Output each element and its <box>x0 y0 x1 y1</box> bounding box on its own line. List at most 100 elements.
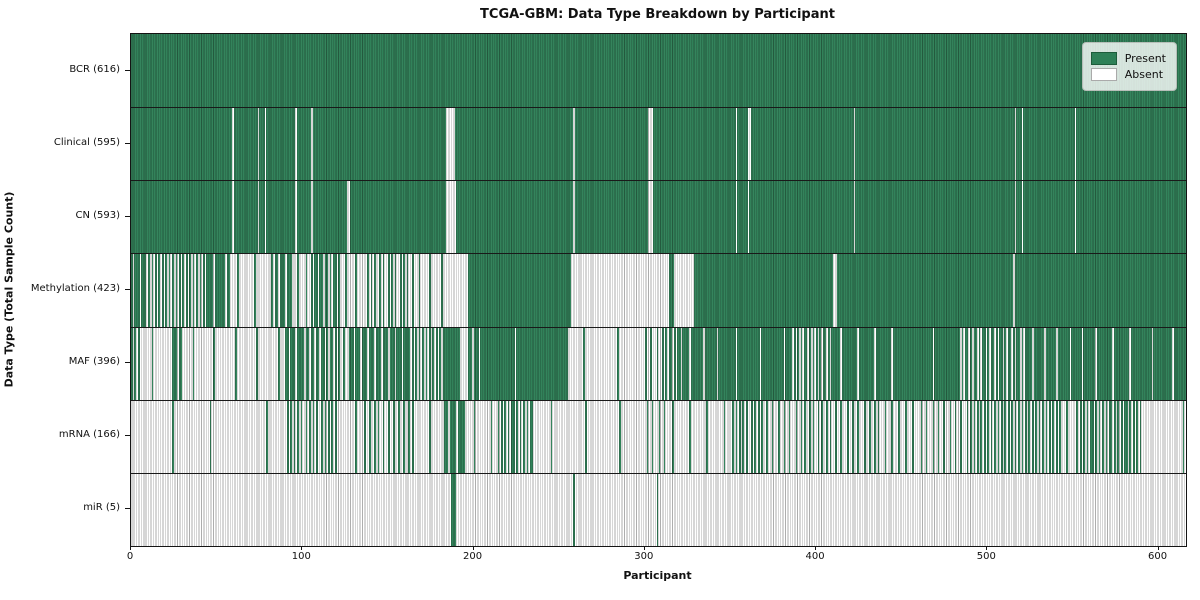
present-cells-mRNA <box>519 399 522 473</box>
present-cells-MAF <box>858 326 875 400</box>
legend-item-present: Present <box>1090 52 1166 65</box>
present-cells-mRNA <box>750 399 753 473</box>
present-cells-mRNA <box>312 399 315 473</box>
present-cells-MAF <box>995 326 998 400</box>
present-cells-mRNA <box>1021 399 1024 473</box>
present-cells-Methylation <box>151 253 154 327</box>
present-cells-mRNA <box>651 399 654 473</box>
present-cells-mRNA <box>309 399 311 473</box>
heatmap-row-CN <box>131 180 1186 254</box>
present-cells-mRNA <box>1098 399 1101 473</box>
present-cells-Methylation <box>165 253 167 327</box>
present-cells-MAF <box>285 326 289 400</box>
present-cells-mRNA <box>355 399 358 473</box>
x-tick-label: 100 <box>291 551 311 562</box>
present-cells-mRNA <box>1086 399 1089 473</box>
present-cells-mRNA <box>735 399 738 473</box>
present-cells-Clinical <box>737 107 748 181</box>
present-cells-CN <box>855 180 1015 254</box>
present-cells-MAF <box>435 326 438 400</box>
present-cells-Methylation <box>189 253 191 327</box>
plot-area: Present Absent <box>130 33 1187 547</box>
present-cells-Methylation <box>196 253 198 327</box>
present-cells-CN <box>574 180 649 254</box>
present-cells-mRNA <box>990 399 993 473</box>
present-cells-mRNA <box>905 399 907 473</box>
present-cells-Methylation <box>168 253 171 327</box>
present-cells-Methylation <box>668 253 674 327</box>
present-cells-mRNA <box>1042 399 1044 473</box>
present-cells-mRNA <box>297 399 299 473</box>
present-cells-Methylation <box>370 253 373 327</box>
present-cells-Methylation <box>440 253 443 327</box>
present-cells-Methylation <box>185 253 188 327</box>
present-cells-MAF <box>151 326 154 400</box>
present-cells-Methylation <box>379 253 382 327</box>
present-cells-CN <box>297 180 311 254</box>
present-cells-mRNA <box>1124 399 1128 473</box>
present-cells-Clinical <box>750 107 854 181</box>
present-cells-CN <box>653 180 736 254</box>
present-cells-Methylation <box>333 253 337 327</box>
present-cells-MAF <box>800 326 803 400</box>
legend-label-absent: Absent <box>1124 68 1164 81</box>
present-cells-mRNA <box>526 399 529 473</box>
present-cells-mRNA <box>646 399 649 473</box>
present-cells-Methylation <box>382 253 385 327</box>
row-separator <box>131 180 1186 182</box>
present-cells-mRNA <box>530 399 534 473</box>
present-cells-Clinical <box>1023 107 1075 181</box>
present-cells-mRNA <box>942 399 945 473</box>
present-cells-mRNA <box>584 399 587 473</box>
present-cells-Clinical <box>454 107 573 181</box>
present-cells-miR <box>656 472 659 546</box>
present-cells-mRNA <box>1090 399 1094 473</box>
present-cells-MAF <box>278 326 280 400</box>
present-cells-Methylation <box>286 253 292 327</box>
legend-label-present: Present <box>1124 52 1166 65</box>
present-cells-mRNA <box>327 399 330 473</box>
y-tick-mark <box>125 508 130 510</box>
present-cells-mRNA <box>959 399 962 473</box>
present-cells-MAF <box>934 326 960 400</box>
present-cells-Methylation <box>202 253 205 327</box>
present-cells-mRNA <box>393 399 395 473</box>
present-cells-MAF <box>804 326 808 400</box>
x-tick-label: 0 <box>126 551 134 562</box>
present-cells-MAF <box>134 326 137 400</box>
present-cells-mRNA <box>757 399 760 473</box>
x-tick-mark <box>301 546 303 550</box>
present-cells-mRNA <box>1066 399 1068 473</box>
present-cells-mRNA <box>1076 399 1079 473</box>
present-cells-mRNA <box>738 399 741 473</box>
present-cells-CN <box>233 180 258 254</box>
present-cells-mRNA <box>723 399 726 473</box>
present-cells-Clinical <box>266 107 296 181</box>
present-cells-mRNA <box>983 399 986 473</box>
present-cells-MAF <box>841 326 858 400</box>
present-cells-mRNA <box>766 399 769 473</box>
present-cells-mRNA <box>1001 399 1003 473</box>
present-cells-MAF <box>1013 326 1015 400</box>
y-tick-label: mRNA (166) <box>58 429 120 441</box>
present-cells-mRNA <box>1059 399 1061 473</box>
present-cells-Methylation <box>214 253 226 327</box>
present-cells-Methylation <box>131 253 133 327</box>
present-swatch <box>1090 52 1117 65</box>
present-cells-MAF <box>172 326 178 400</box>
present-cells-Clinical <box>297 107 311 181</box>
present-cells-Clinical <box>1016 107 1022 181</box>
present-cells-mRNA <box>315 399 318 473</box>
present-cells-mRNA <box>1025 399 1027 473</box>
present-cells-Methylation <box>391 253 394 327</box>
present-cells-Methylation <box>206 253 214 327</box>
x-tick-label: 400 <box>805 551 825 562</box>
present-cells-mRNA <box>987 399 990 473</box>
present-cells-Methylation <box>374 253 376 327</box>
present-cells-MAF <box>876 326 892 400</box>
present-cells-mRNA <box>937 399 940 473</box>
present-cells-Methylation <box>154 253 157 327</box>
present-cells-mRNA <box>1055 399 1058 473</box>
present-cells-Methylation <box>406 253 409 327</box>
